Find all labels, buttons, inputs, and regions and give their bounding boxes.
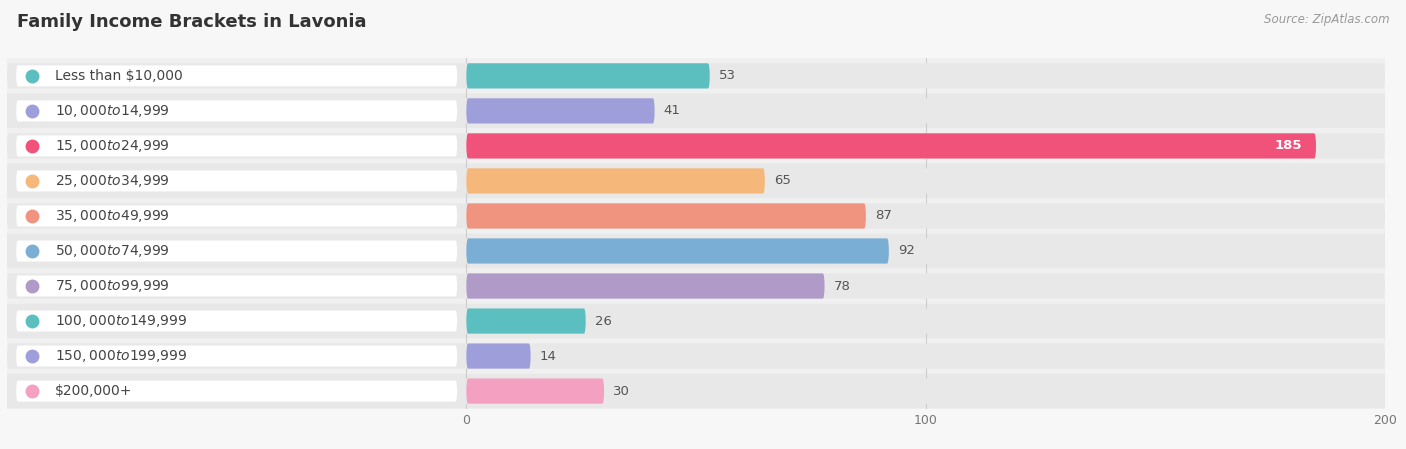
FancyBboxPatch shape	[7, 308, 1385, 334]
FancyBboxPatch shape	[17, 101, 457, 121]
Text: 78: 78	[834, 280, 851, 292]
FancyBboxPatch shape	[17, 381, 457, 401]
FancyBboxPatch shape	[7, 374, 1385, 409]
FancyBboxPatch shape	[7, 128, 1385, 163]
FancyBboxPatch shape	[17, 346, 457, 366]
FancyBboxPatch shape	[7, 168, 1385, 194]
Text: 26: 26	[595, 315, 612, 327]
FancyBboxPatch shape	[7, 98, 1385, 123]
FancyBboxPatch shape	[467, 203, 866, 229]
Text: 92: 92	[898, 245, 915, 257]
FancyBboxPatch shape	[17, 206, 457, 226]
FancyBboxPatch shape	[7, 339, 1385, 374]
Text: Source: ZipAtlas.com: Source: ZipAtlas.com	[1264, 13, 1389, 26]
FancyBboxPatch shape	[467, 133, 1316, 158]
FancyBboxPatch shape	[7, 63, 1385, 88]
FancyBboxPatch shape	[7, 269, 1385, 304]
FancyBboxPatch shape	[7, 273, 1385, 299]
FancyBboxPatch shape	[7, 304, 1385, 339]
FancyBboxPatch shape	[467, 273, 824, 299]
Text: $25,000 to $34,999: $25,000 to $34,999	[55, 173, 170, 189]
FancyBboxPatch shape	[467, 238, 889, 264]
Text: 41: 41	[664, 105, 681, 117]
Text: 65: 65	[775, 175, 792, 187]
FancyBboxPatch shape	[467, 63, 710, 88]
FancyBboxPatch shape	[17, 311, 457, 331]
FancyBboxPatch shape	[467, 308, 586, 334]
Text: $75,000 to $99,999: $75,000 to $99,999	[55, 278, 170, 294]
Text: 30: 30	[613, 385, 630, 397]
FancyBboxPatch shape	[7, 93, 1385, 128]
Text: 87: 87	[875, 210, 891, 222]
Text: $10,000 to $14,999: $10,000 to $14,999	[55, 103, 170, 119]
Text: 14: 14	[540, 350, 557, 362]
Text: Less than $10,000: Less than $10,000	[55, 69, 183, 83]
FancyBboxPatch shape	[7, 163, 1385, 198]
FancyBboxPatch shape	[17, 241, 457, 261]
Text: $150,000 to $199,999: $150,000 to $199,999	[55, 348, 187, 364]
Text: Family Income Brackets in Lavonia: Family Income Brackets in Lavonia	[17, 13, 367, 31]
FancyBboxPatch shape	[467, 343, 530, 369]
FancyBboxPatch shape	[467, 168, 765, 194]
FancyBboxPatch shape	[467, 98, 655, 123]
FancyBboxPatch shape	[7, 379, 1385, 404]
FancyBboxPatch shape	[7, 233, 1385, 269]
Text: $35,000 to $49,999: $35,000 to $49,999	[55, 208, 170, 224]
FancyBboxPatch shape	[7, 343, 1385, 369]
Text: $15,000 to $24,999: $15,000 to $24,999	[55, 138, 170, 154]
Text: $200,000+: $200,000+	[55, 384, 132, 398]
Text: $50,000 to $74,999: $50,000 to $74,999	[55, 243, 170, 259]
FancyBboxPatch shape	[7, 198, 1385, 233]
FancyBboxPatch shape	[7, 58, 1385, 93]
Text: 53: 53	[718, 70, 735, 82]
FancyBboxPatch shape	[7, 133, 1385, 158]
FancyBboxPatch shape	[7, 238, 1385, 264]
FancyBboxPatch shape	[17, 136, 457, 156]
FancyBboxPatch shape	[17, 66, 457, 86]
Text: $100,000 to $149,999: $100,000 to $149,999	[55, 313, 187, 329]
FancyBboxPatch shape	[7, 203, 1385, 229]
FancyBboxPatch shape	[467, 379, 605, 404]
FancyBboxPatch shape	[17, 171, 457, 191]
FancyBboxPatch shape	[17, 276, 457, 296]
Text: 185: 185	[1275, 140, 1302, 152]
